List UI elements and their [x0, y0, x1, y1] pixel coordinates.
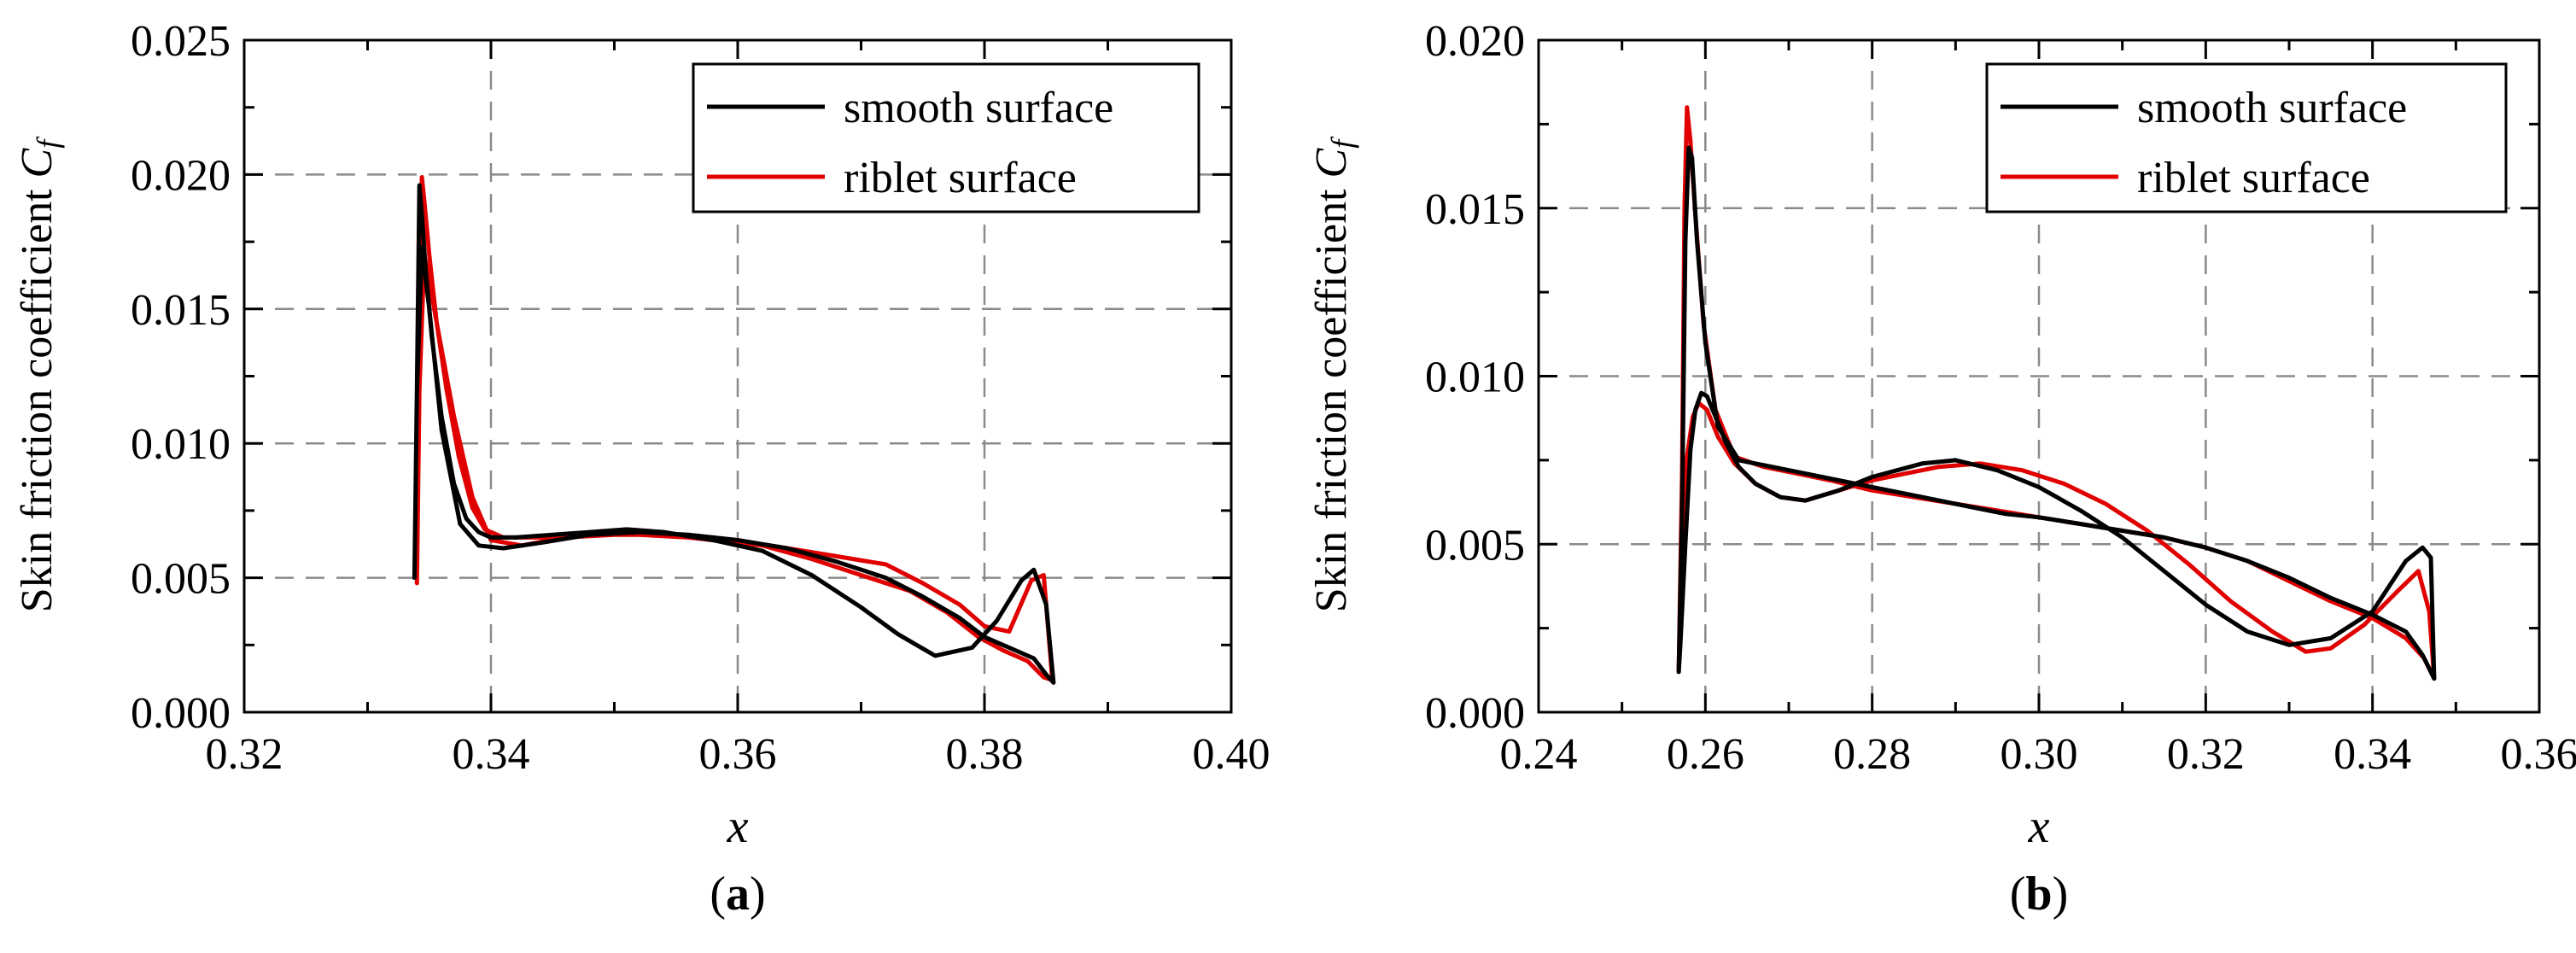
- y-tick-label: 0.005: [1425, 521, 1525, 570]
- y-axis-label: Skin friction coefficient Cf: [1307, 136, 1359, 612]
- legend-label-riblet: riblet surface: [2137, 154, 2370, 202]
- y-axis-label-symbol: C: [1307, 147, 1356, 178]
- x-tick-label: 0.40: [1193, 730, 1270, 779]
- y-tick-label: 0.010: [131, 420, 231, 469]
- y-tick-label: 0.000: [1425, 689, 1525, 738]
- y-tick-label: 0.000: [131, 689, 231, 738]
- x-tick-label: 0.38: [946, 730, 1024, 779]
- x-tick-label: 0.28: [1833, 730, 1911, 779]
- x-tick-label: 0.36: [699, 730, 777, 779]
- y-axis-label-subscript: f: [1325, 136, 1359, 149]
- legend-box: [692, 62, 1200, 213]
- panel-label: (b): [2010, 868, 2068, 921]
- y-axis-label-text: Skin friction coefficient: [1307, 178, 1356, 612]
- x-tick-label: 0.26: [1667, 730, 1744, 779]
- y-tick-label: 0.015: [131, 286, 231, 335]
- x-axis-label: x: [2028, 800, 2050, 853]
- y-tick-label: 0.005: [131, 555, 231, 604]
- x-axis-label: x: [727, 800, 749, 853]
- legend-box: [1985, 62, 2508, 213]
- legend-label-smooth: smooth surface: [844, 84, 1113, 132]
- x-tick-label: 0.32: [2167, 730, 2245, 779]
- y-tick-label: 0.020: [1425, 17, 1525, 66]
- chart-panel-a: 0.32 0.34 0.36 0.38 0.40 0.000 0.005 0.010 0.015…: [13, 17, 1270, 921]
- x-tick-label: 0.34: [2334, 730, 2411, 779]
- y-tick-label: 0.010: [1425, 354, 1525, 402]
- y-axis-label-subscript: f: [31, 136, 65, 149]
- series-line-smooth: [1676, 145, 2437, 681]
- y-tick-label: 0.020: [131, 151, 231, 200]
- y-axis-label: Skin friction coefficient Cf: [13, 136, 65, 612]
- x-tick-label: 0.34: [453, 730, 530, 779]
- legend-label-riblet: riblet surface: [844, 154, 1077, 202]
- y-axis-label-text: Skin friction coefficient: [13, 178, 61, 612]
- series-line-riblet: [414, 175, 1054, 682]
- x-tick-label: 0.36: [2501, 730, 2576, 779]
- x-tick-label: 0.32: [206, 730, 283, 779]
- x-tick-label: 0.30: [2001, 730, 2078, 779]
- y-tick-label: 0.015: [1425, 185, 1525, 234]
- y-tick-label: 0.025: [131, 17, 231, 66]
- series-line-smooth: [412, 183, 1056, 685]
- x-tick-label: 0.24: [1500, 730, 1578, 779]
- y-axis-label-symbol: C: [13, 147, 61, 178]
- panel-label: (a): [710, 868, 765, 921]
- legend-label-smooth: smooth surface: [2137, 84, 2407, 132]
- chart-panel-b: 0.24 0.26 0.28 0.30 0.32 0.34 0.36 0.000 0.005 0.…: [1307, 17, 2576, 921]
